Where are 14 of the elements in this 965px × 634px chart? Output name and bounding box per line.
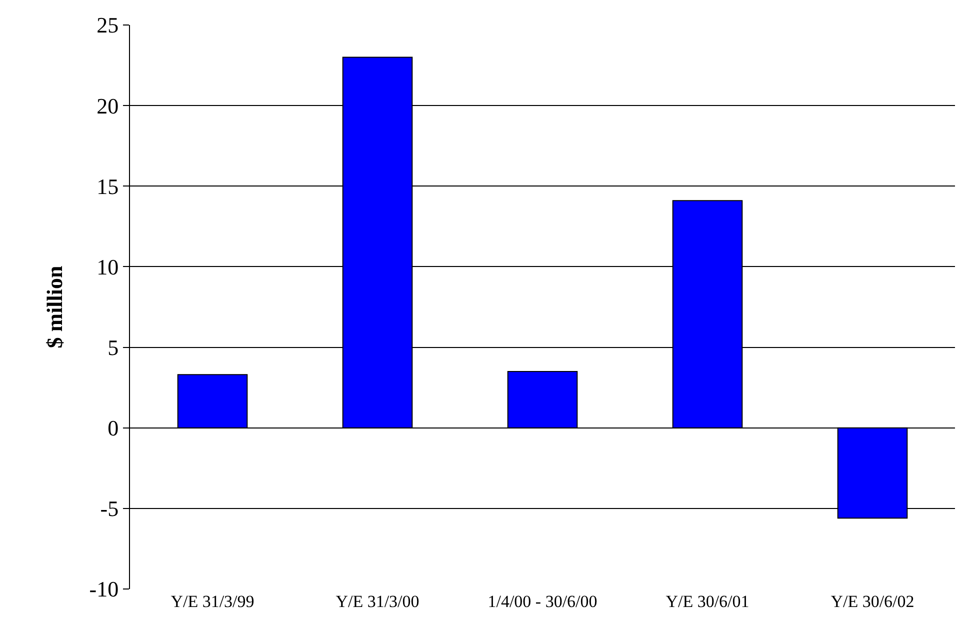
y-tick-label: 25 xyxy=(96,12,119,38)
y-axis-title: $ million xyxy=(42,266,68,348)
y-tick-label: 15 xyxy=(96,174,119,199)
x-tick-label: 1/4/00 - 30/6/00 xyxy=(488,592,598,611)
y-tick-label: -10 xyxy=(89,576,119,602)
x-tick-label: Y/E 30/6/01 xyxy=(666,592,750,611)
y-tick-label: 10 xyxy=(96,254,119,280)
x-tick-label: Y/E 31/3/99 xyxy=(170,592,254,611)
y-tick-label: 20 xyxy=(96,93,119,118)
x-tick-label: Y/E 31/3/00 xyxy=(336,592,420,611)
y-tick-label: -5 xyxy=(100,496,119,522)
x-tick-label: Y/E 30/6/02 xyxy=(830,592,914,611)
y-tick-label: 0 xyxy=(108,416,119,441)
y-tick-label: 5 xyxy=(108,334,119,360)
